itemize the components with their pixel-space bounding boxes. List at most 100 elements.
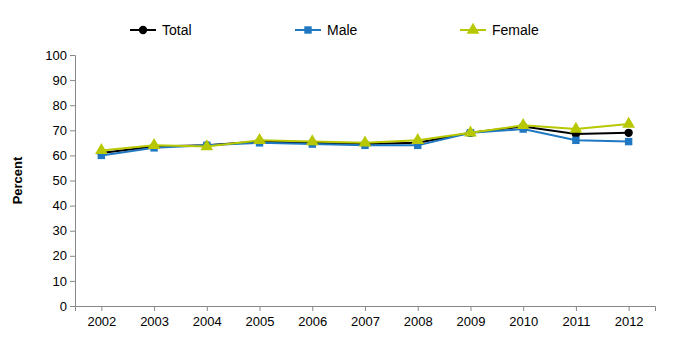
- marker: [359, 136, 372, 147]
- legend-marker: [304, 26, 311, 33]
- x-tick-label: 2002: [87, 314, 116, 329]
- series-line: [101, 124, 628, 150]
- legend: Total Male Female: [130, 22, 539, 38]
- x-tick-label: 2006: [298, 314, 327, 329]
- x-tick-mark: [101, 306, 102, 311]
- y-axis-line: [70, 56, 76, 307]
- x-tick: 2010: [509, 306, 538, 329]
- x-tick-label: 2010: [509, 314, 538, 329]
- y-tick-label: 80: [53, 98, 67, 113]
- x-tick: 2004: [193, 306, 222, 329]
- x-tick-mark: [260, 306, 261, 311]
- y-tick-label: 30: [53, 223, 67, 238]
- y-tick-mark: [70, 155, 75, 156]
- x-tick: 2008: [404, 306, 433, 329]
- x-tick: 2003: [140, 306, 169, 329]
- legend-entry: Male: [295, 22, 358, 38]
- marker: [148, 138, 161, 149]
- series-group: [95, 117, 635, 159]
- legend-label: Female: [492, 22, 539, 38]
- marker: [570, 122, 583, 133]
- x-tick: 2006: [298, 306, 327, 329]
- y-tick-mark: [70, 105, 75, 106]
- y-tick-mark: [70, 281, 75, 282]
- y-tick-label: 90: [53, 73, 67, 88]
- y-tick: 90: [53, 73, 75, 88]
- y-tick-label: 10: [53, 274, 67, 289]
- series-line: [101, 129, 628, 155]
- y-tick: 10: [53, 274, 75, 289]
- marker: [200, 139, 213, 150]
- marker: [95, 143, 108, 154]
- y-tick-mark: [70, 55, 75, 56]
- markers: [98, 125, 633, 159]
- y-tick-mark: [70, 80, 75, 81]
- y-tick-mark: [70, 130, 75, 131]
- y-tick: 100: [45, 48, 75, 63]
- y-tick-mark: [70, 306, 75, 307]
- legend-label: Total: [162, 22, 192, 38]
- x-tick-mark: [576, 306, 577, 311]
- marker: [517, 118, 530, 129]
- y-tick-mark: [70, 206, 75, 207]
- x-tick-label: 2007: [351, 314, 380, 329]
- y-tick-mark: [70, 231, 75, 232]
- x-tick: 2012: [615, 306, 644, 329]
- marker: [572, 137, 579, 144]
- x-tick-mark: [365, 306, 366, 311]
- y-tick: 60: [53, 148, 75, 163]
- x-tick: 2007: [351, 306, 380, 329]
- y-tick-label: 20: [53, 248, 67, 263]
- marker: [622, 117, 635, 128]
- series-line: [101, 127, 628, 153]
- x-axis-line: [76, 307, 656, 312]
- x-tick-label: 2011: [562, 314, 590, 329]
- marker: [625, 138, 632, 145]
- x-tick-label: 2005: [246, 314, 275, 329]
- y-tick-mark: [70, 181, 75, 182]
- y-tick: 0: [60, 299, 75, 314]
- x-tick-label: 2003: [140, 314, 169, 329]
- x-tick: 2002: [87, 306, 116, 329]
- x-tick-mark: [629, 306, 630, 311]
- x-axis: 2002 2003 2004 2005 2006 2007 2008 2009 2010 2011…: [76, 306, 656, 329]
- chart: 0102030405060708090100200220032004200520…: [0, 0, 678, 355]
- x-tick-mark: [207, 306, 208, 311]
- x-tick: 2005: [246, 306, 275, 329]
- x-tick-mark: [523, 306, 524, 311]
- legend-entry: Female: [460, 22, 539, 38]
- y-tick-label: 60: [53, 148, 67, 163]
- legend-marker: [467, 23, 480, 34]
- markers: [95, 117, 635, 154]
- x-tick-label: 2009: [456, 314, 485, 329]
- marker: [464, 125, 477, 136]
- x-tick-mark: [470, 306, 471, 311]
- y-tick: 80: [53, 98, 75, 113]
- x-tick-label: 2012: [615, 314, 644, 329]
- y-tick-label: 70: [53, 123, 67, 138]
- y-tick-label: 50: [53, 173, 67, 188]
- marker: [306, 134, 319, 145]
- y-tick-label: 100: [45, 48, 67, 63]
- y-tick-mark: [70, 256, 75, 257]
- x-tick-label: 2004: [193, 314, 222, 329]
- marker: [624, 129, 632, 137]
- x-tick-mark: [312, 306, 313, 311]
- legend-entry: Total: [130, 22, 192, 38]
- y-axis: 0 10 20 30 40 50 60 70 80 90 100: [45, 48, 75, 314]
- y-tick-label: 40: [53, 198, 67, 213]
- y-tick: 20: [53, 248, 75, 263]
- x-tick-mark: [418, 306, 419, 311]
- plot: 0102030405060708090100200220032004200520…: [45, 48, 655, 329]
- marker: [411, 133, 424, 144]
- markers: [97, 122, 633, 157]
- x-tick: 2011: [562, 306, 590, 329]
- y-tick: 40: [53, 198, 75, 213]
- x-tick-mark: [154, 306, 155, 311]
- legend-label: Male: [327, 22, 358, 38]
- y-tick: 30: [53, 223, 75, 238]
- marker: [253, 133, 266, 144]
- legend-marker: [139, 26, 147, 34]
- x-tick-label: 2008: [404, 314, 433, 329]
- y-tick: 70: [53, 123, 75, 138]
